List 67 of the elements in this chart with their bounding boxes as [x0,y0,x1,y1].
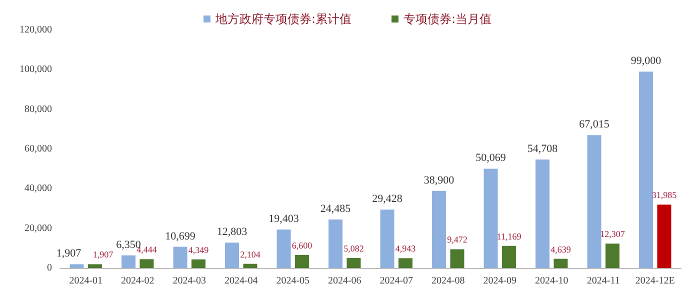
data-label: 12,803 [216,226,248,238]
bar [70,264,84,268]
bar [191,259,206,268]
bar [122,255,136,268]
legend-label: 专项债券:当月值 [404,12,492,26]
x-tick-label: 2024-12E [635,276,675,286]
data-label: 4,349 [188,244,210,255]
y-tick-label: 0 [47,262,52,274]
bar [398,258,412,268]
bar [173,246,188,268]
bar [484,168,498,268]
x-tick-label: 2024-10 [534,276,568,286]
bar [554,258,568,268]
data-label: 9,472 [447,234,468,245]
data-label: 12,307 [600,229,626,240]
data-label: 2,104 [240,249,261,260]
y-tick-label: 80,000 [24,104,52,115]
data-label: 29,428 [372,193,403,206]
x-tick-label: 2024-11 [586,276,620,286]
x-tick-label: 2024-07 [380,276,414,286]
data-label: 24,485 [320,202,352,215]
y-tick-label: 120,000 [20,24,52,36]
bar [346,258,361,268]
data-label: 10,699 [165,230,196,242]
x-tick-label: 2024-08 [431,276,465,286]
x-tick-label: 2024-03 [172,276,206,286]
legend-label: 地方政府专项债券:累计值 [214,12,352,26]
y-tick-label: 100,000 [20,64,52,76]
data-label: 38,900 [424,174,455,186]
y-tick-label: 20,000 [24,222,52,234]
bar [380,210,394,268]
bar [657,204,672,268]
bar [432,190,446,268]
data-label: 31,985 [652,190,678,200]
bar [140,259,154,268]
bar [294,254,309,268]
data-label: 54,708 [527,142,558,155]
y-tick-label: 60,000 [24,144,52,154]
y-tick-label: 40,000 [24,183,52,194]
bar [225,242,240,268]
data-label: 67,015 [579,118,610,131]
data-label: 4,943 [395,244,416,254]
x-tick-label: 2024-05 [276,276,310,286]
data-label: 6,600 [292,240,313,250]
bar [587,135,602,268]
bar [502,246,516,268]
x-tick-label: 2024-04 [224,276,258,286]
bar [243,264,258,268]
x-tick-label: 2024-09 [483,276,517,286]
data-label: 4,639 [550,244,572,254]
x-tick-label: 2024-02 [120,276,154,286]
bar [536,159,550,268]
x-tick-label: 2024-01 [69,276,103,286]
bar [639,72,654,268]
data-label: 19,403 [268,213,300,226]
bar [605,244,620,268]
data-label: 1,907 [56,248,82,260]
bar [276,230,291,268]
data-label: 50,069 [476,152,506,164]
bar [328,219,343,268]
data-label: 1,907 [92,250,114,260]
bar [88,264,102,268]
x-tick-label: 2024-06 [328,276,362,286]
data-label: 11,169 [496,231,522,242]
data-label: 5,082 [344,243,364,254]
data-label: 99,000 [630,55,662,68]
bar [450,249,464,268]
